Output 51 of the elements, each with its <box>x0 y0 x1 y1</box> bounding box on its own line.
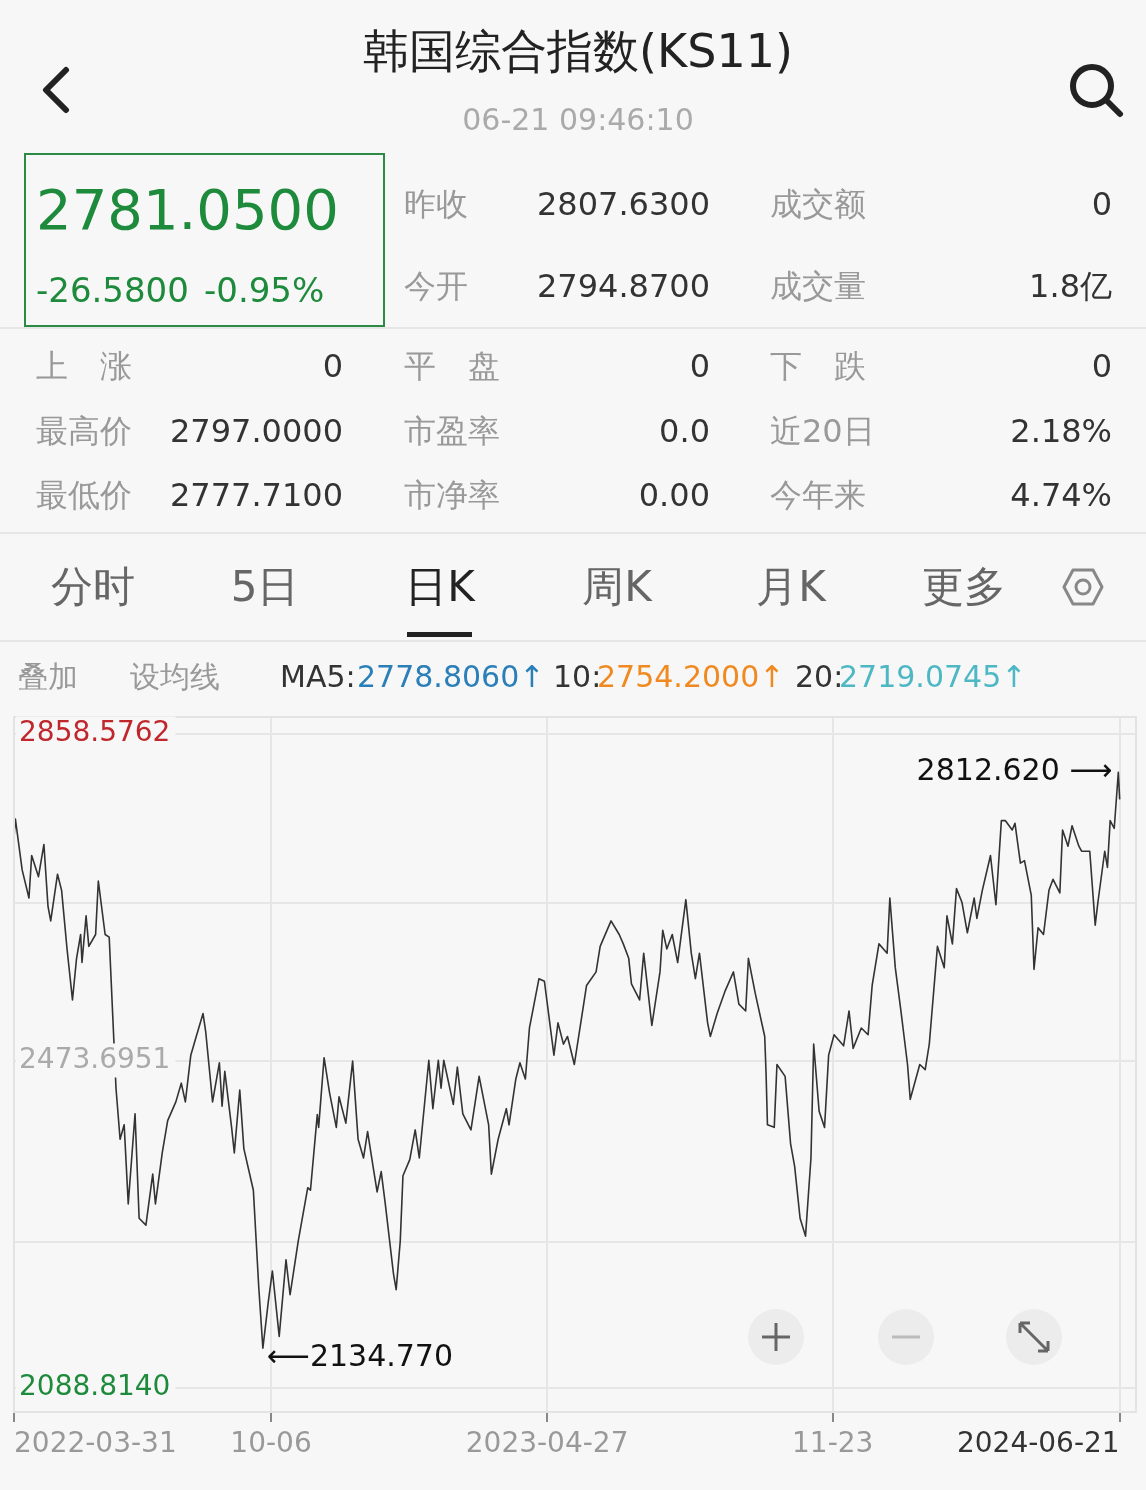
text: 更多 <box>922 561 1006 613</box>
x-tick-label: 2022-03-31 <box>14 1426 177 1460</box>
text: 近20日 <box>770 411 875 451</box>
y-tick-label: 2858.5762 <box>19 714 171 748</box>
text: 2778.8060↑ <box>357 659 545 695</box>
text: 2781.0500 <box>36 176 339 244</box>
text: 2797.0000 <box>169 411 343 451</box>
x-tick-label: 10-06 <box>230 1426 312 1460</box>
x-tick-label: 2024-06-21 <box>956 1426 1120 1460</box>
x-tick-label: 11-23 <box>792 1426 874 1460</box>
text: 2807.6300 <box>536 184 710 224</box>
text: 2.18% <box>1010 411 1112 451</box>
annotation: 2812.620 ⟶ <box>916 752 1113 788</box>
text: 0 <box>1091 184 1112 224</box>
text: 0.00 <box>638 475 710 515</box>
x-tick-label: 2023-04-27 <box>465 1426 629 1460</box>
text: 5日 <box>230 561 300 613</box>
text: 设均线 <box>130 659 220 695</box>
text: MA5: <box>280 659 356 695</box>
text: 上 涨 <box>36 346 132 386</box>
text: 市盈率 <box>404 411 500 451</box>
text: 成交额 <box>770 184 866 224</box>
text: 2777.7100 <box>169 475 343 515</box>
chart-title: 韩国综合指数(KS11) <box>363 24 793 80</box>
text: 今开 <box>404 266 468 306</box>
text: 1.8亿 <box>1029 266 1112 306</box>
text: 2794.8700 <box>536 266 710 306</box>
text: 最高价 <box>36 411 132 451</box>
y-tick-label: 2088.8140 <box>19 1368 171 1402</box>
text: 昨收 <box>404 184 468 224</box>
text: 分时 <box>51 561 135 613</box>
text: 成交量 <box>770 266 866 306</box>
text: 最低价 <box>36 475 132 515</box>
chart-subtitle: 06-21 09:46:10 <box>462 102 694 138</box>
text: 下 跌 <box>770 346 866 386</box>
text: 日K <box>405 561 475 613</box>
text: 0 <box>322 346 343 386</box>
text: 0 <box>689 346 710 386</box>
text: 平 盘 <box>404 346 500 386</box>
text: 市净率 <box>404 475 500 515</box>
text: 0.0 <box>659 411 710 451</box>
text: 叠加 <box>18 659 78 695</box>
text: 4.74% <box>1010 475 1112 515</box>
y-tick-label: 2473.6951 <box>19 1041 171 1075</box>
text: 周K <box>582 561 652 613</box>
text: -26.5800 <box>36 269 189 311</box>
text: 0 <box>1091 346 1112 386</box>
annotation: ⟵2134.770 <box>266 1338 454 1374</box>
text: 月K <box>756 561 826 613</box>
text: -0.95% <box>204 269 325 311</box>
text: 今年来 <box>770 475 866 515</box>
